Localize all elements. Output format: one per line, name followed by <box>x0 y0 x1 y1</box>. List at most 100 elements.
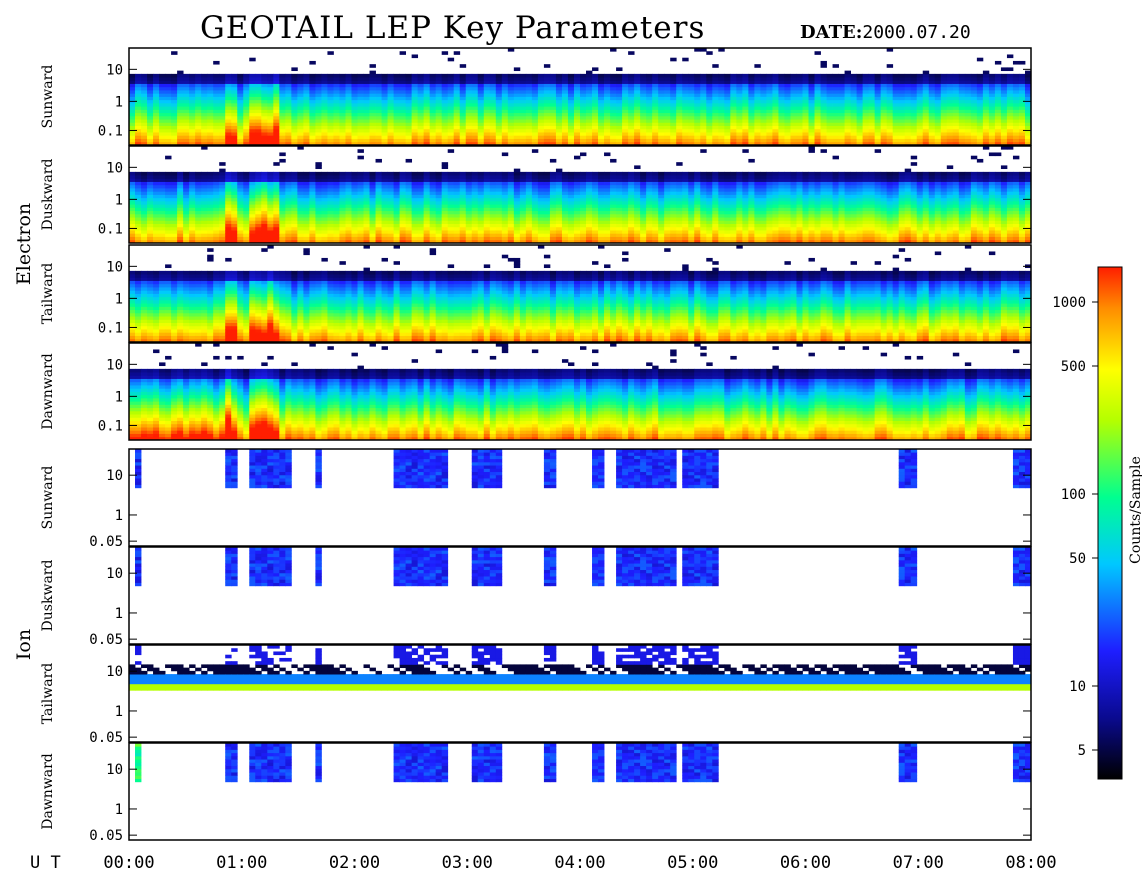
heatmap-cell <box>285 83 292 88</box>
heatmap-cell <box>567 132 575 136</box>
heatmap-cell <box>844 122 851 126</box>
heatmap-cell <box>345 77 352 81</box>
heatmap-cell <box>129 178 136 182</box>
heatmap-cell <box>598 106 605 110</box>
heatmap-cell <box>1012 80 1020 84</box>
heatmap-cell <box>868 80 876 84</box>
heatmap-cell <box>844 99 851 104</box>
heatmap-cell <box>177 226 184 231</box>
heatmap-cell <box>303 77 310 81</box>
heatmap-cell <box>327 181 334 186</box>
heatmap-cell <box>784 96 791 101</box>
heatmap-cell <box>874 122 882 126</box>
heatmap-cell <box>225 226 232 231</box>
heatmap-cell <box>844 132 851 136</box>
heatmap-cell <box>525 73 533 78</box>
heatmap-cell <box>183 223 190 228</box>
heatmap-cell <box>291 233 298 237</box>
heatmap-cell <box>183 207 190 212</box>
heatmap-cell <box>1000 67 1008 72</box>
heatmap-cell <box>429 171 437 176</box>
heatmap-cell <box>1024 125 1032 130</box>
heatmap-cell <box>339 213 346 218</box>
heatmap-cell <box>808 73 815 78</box>
heatmap-cell <box>537 109 545 114</box>
heatmap-cell <box>321 200 328 205</box>
heatmap-cell <box>543 64 551 68</box>
heatmap-cell <box>135 207 142 212</box>
heatmap-cell <box>622 99 629 104</box>
heatmap-cell <box>976 93 984 97</box>
heatmap-cell <box>147 207 154 212</box>
heatmap-cell <box>447 217 455 221</box>
heatmap-cell <box>147 102 154 107</box>
heatmap-cell <box>736 86 743 91</box>
heatmap-cell <box>237 191 244 195</box>
heatmap-cell <box>183 236 190 241</box>
heatmap-cell <box>333 217 340 221</box>
heatmap-cell <box>513 138 521 143</box>
heatmap-cell <box>580 93 587 97</box>
heatmap-cell <box>147 171 154 176</box>
heatmap-cell <box>988 109 996 114</box>
heatmap-cell <box>171 99 178 104</box>
heatmap-cell <box>405 77 413 81</box>
heatmap-cell <box>285 191 292 195</box>
heatmap-cell <box>255 119 262 123</box>
heatmap-cell <box>688 96 695 101</box>
heatmap-cell <box>201 200 208 205</box>
heatmap-cell <box>285 135 292 139</box>
heatmap-cell <box>267 135 274 139</box>
heatmap-cell <box>243 188 250 192</box>
heatmap-cell <box>207 125 214 130</box>
heatmap-cell <box>243 99 250 104</box>
heatmap-cell <box>1024 102 1032 107</box>
heatmap-cell <box>850 132 858 136</box>
heatmap-cell <box>489 236 497 241</box>
heatmap-cell <box>826 73 833 78</box>
heatmap-cell <box>616 83 623 88</box>
heatmap-cell <box>315 226 322 231</box>
heatmap-cell <box>495 128 503 133</box>
heatmap-cell <box>147 96 154 101</box>
heatmap-cell <box>249 236 256 241</box>
heatmap-cell <box>543 194 551 199</box>
heatmap-cell <box>153 178 160 182</box>
heatmap-cell <box>411 217 419 221</box>
heatmap-cell <box>507 138 515 143</box>
heatmap-cell <box>285 204 292 208</box>
heatmap-cell <box>724 73 731 78</box>
heatmap-cell <box>273 141 280 146</box>
heatmap-cell <box>141 128 148 133</box>
heatmap-cell <box>886 90 894 94</box>
heatmap-cell <box>519 175 527 179</box>
heatmap-cell <box>796 90 803 94</box>
heatmap-cell <box>183 132 190 136</box>
heatmap-cell <box>351 233 358 237</box>
heatmap-cell <box>1012 115 1020 120</box>
heatmap-cell <box>261 217 268 221</box>
heatmap-cell <box>519 83 527 88</box>
heatmap-cell <box>646 90 653 94</box>
heatmap-cell <box>315 125 322 130</box>
heatmap-cell <box>453 239 461 244</box>
heatmap-cell <box>387 200 394 205</box>
heatmap-cell <box>327 191 334 195</box>
heatmap-cell <box>141 191 148 195</box>
heatmap-cell <box>982 112 990 117</box>
heatmap-cell <box>189 197 196 202</box>
heatmap-cell <box>177 90 184 94</box>
heatmap-cell <box>549 204 557 208</box>
heatmap-cell <box>201 184 208 189</box>
heatmap-cell <box>255 77 262 81</box>
heatmap-cell <box>399 51 407 55</box>
heatmap-cell <box>399 119 407 123</box>
heatmap-cell <box>429 135 437 139</box>
heatmap-cell <box>525 184 533 189</box>
heatmap-cell <box>892 132 900 136</box>
heatmap-cell <box>634 90 641 94</box>
heatmap-cell <box>573 138 581 143</box>
heatmap-cell <box>459 210 467 215</box>
heatmap-cell <box>369 70 376 75</box>
heatmap-cell <box>982 135 990 139</box>
